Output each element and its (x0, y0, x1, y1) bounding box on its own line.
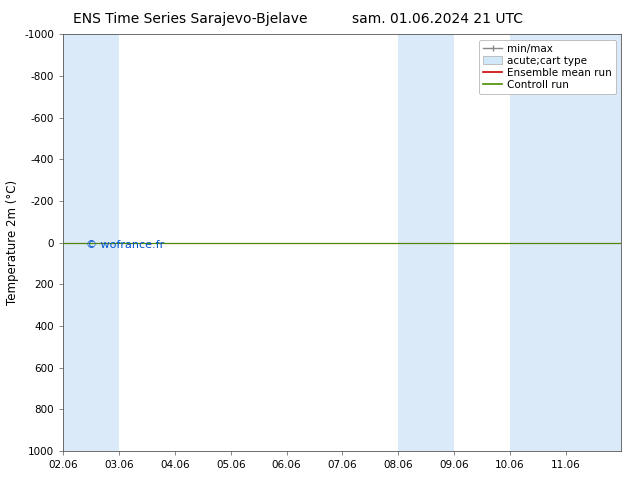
Legend: min/max, acute;cart type, Ensemble mean run, Controll run: min/max, acute;cart type, Ensemble mean … (479, 40, 616, 94)
Bar (510, 34, 621, 451)
Text: © wofrance.fr: © wofrance.fr (86, 241, 164, 250)
Bar (398, 34, 454, 451)
Text: ENS Time Series Sarajevo-Bjelave: ENS Time Series Sarajevo-Bjelave (73, 12, 307, 26)
Text: sam. 01.06.2024 21 UTC: sam. 01.06.2024 21 UTC (352, 12, 523, 26)
Bar (63, 34, 119, 451)
Y-axis label: Temperature 2m (°C): Temperature 2m (°C) (6, 180, 19, 305)
